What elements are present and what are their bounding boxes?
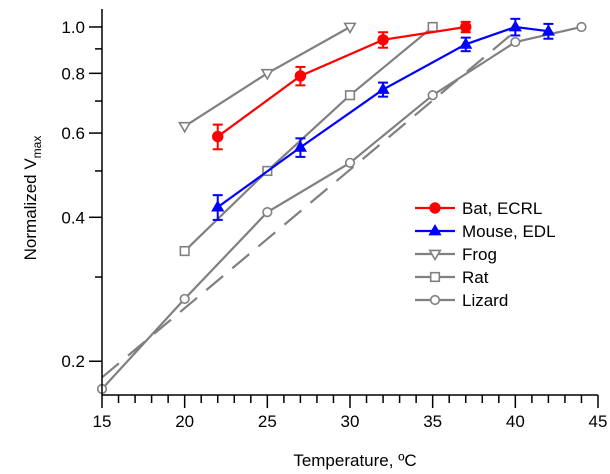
x-tick-label: 35: [423, 412, 442, 431]
data-point: [510, 36, 521, 48]
legend-item-bat-ecrl: Bat, ECRL: [415, 199, 542, 218]
series-frog: [177, 22, 357, 134]
y-tick-label: 0.4: [61, 208, 85, 227]
data-point: [460, 21, 472, 33]
data-point: [262, 207, 273, 218]
legend-label: Bat, ECRL: [462, 199, 542, 218]
legend-label: Lizard: [462, 291, 508, 310]
legend-item-frog: Frog: [415, 245, 497, 264]
x-tick-label: 15: [93, 412, 112, 431]
data-point: [377, 34, 389, 46]
x-tick-label: 40: [506, 412, 525, 431]
data-point: [179, 245, 190, 257]
legend-marker: [429, 202, 441, 214]
legend-marker: [428, 249, 442, 262]
legend-label: Mouse, EDL: [462, 222, 556, 241]
data-point: [179, 293, 190, 305]
legend-marker: [428, 224, 442, 236]
data-point: [427, 21, 438, 33]
data-point: [177, 121, 192, 134]
legend-label: Rat: [462, 268, 489, 287]
series-rat: [179, 21, 438, 257]
y-tick-label: 1.0: [61, 18, 85, 37]
legend-item-lizard: Lizard: [415, 291, 508, 310]
legend-marker: [429, 294, 441, 306]
y-axis-title-main: Normalized V: [21, 158, 40, 261]
data-point: [343, 22, 357, 35]
data-point: [459, 37, 473, 49]
legend-marker: [429, 271, 441, 283]
data-point: [376, 82, 390, 94]
data-point: [212, 130, 224, 143]
data-point: [260, 68, 275, 81]
legend-item-mouse-edl: Mouse, EDL: [415, 222, 556, 241]
data-point: [344, 90, 356, 101]
series-mouse-edl: [211, 17, 555, 221]
data-point: [344, 157, 356, 168]
series-line-mouse-edl: [217, 25, 549, 209]
series-line-bat-ecrl: [217, 25, 466, 138]
legend-item-rat: Rat: [415, 268, 489, 287]
x-tick-label: 30: [341, 412, 360, 431]
axes: 15 20 25 30 35 40 45 0.2 0.4 0.6 0.8 1.0: [61, 9, 607, 431]
y-tick-label: 0.6: [61, 124, 85, 143]
legend-label: Frog: [462, 245, 497, 264]
x-tick-label: 25: [258, 412, 277, 431]
data-point: [541, 24, 555, 36]
x-axis-title: Temperature, ºC: [293, 451, 416, 470]
series-lizard: [96, 21, 587, 395]
y-tick-label: 0.8: [61, 64, 85, 83]
y-tick-label: 0.2: [61, 352, 85, 371]
plot-area: [96, 17, 587, 395]
data-point: [427, 90, 438, 101]
data-point: [508, 20, 522, 32]
data-point: [293, 140, 307, 152]
y-axis-title: Normalized Vmax: [21, 136, 44, 261]
dashed-reference-line: [101, 30, 517, 379]
data-point: [211, 200, 225, 212]
series-line-rat: [183, 26, 434, 252]
data-point: [576, 21, 587, 33]
legend: Bat, ECRL Mouse, EDL Frog Rat Lizard: [415, 199, 556, 310]
data-point: [294, 70, 307, 82]
series-bat-ecrl: [212, 20, 472, 151]
x-tick-label: 20: [175, 412, 194, 431]
y-axis-title-subscript: max: [30, 136, 44, 159]
x-tick-label: 45: [589, 412, 608, 431]
